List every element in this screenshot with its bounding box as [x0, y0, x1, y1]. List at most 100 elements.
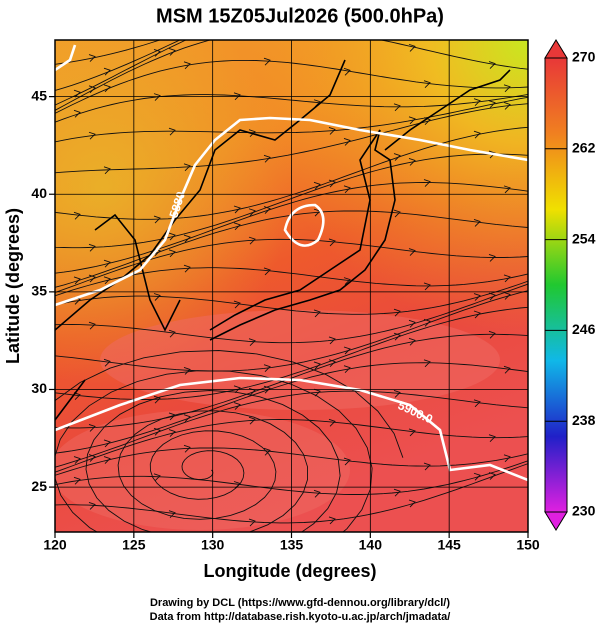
streamline-arrow — [233, 300, 241, 309]
streamline — [55, 40, 181, 91]
streamline-arrow — [393, 488, 401, 497]
streamline-arrow — [233, 385, 241, 394]
map-area: 5880 5900.0 — [55, 0, 528, 532]
streamline-arrow — [73, 456, 81, 464]
streamline-arrow — [423, 462, 431, 471]
streamline-arrow — [88, 131, 96, 140]
streamline-arrow — [408, 499, 416, 508]
streamline-arrow — [343, 365, 351, 374]
streamline-arrow — [328, 238, 336, 247]
streamline-arrow — [473, 310, 481, 319]
streamline — [55, 447, 528, 476]
streamline — [55, 390, 528, 468]
colorbar-extend — [544, 511, 568, 531]
streamline — [55, 40, 528, 111]
streamline — [55, 280, 528, 315]
streamline-arrow — [473, 399, 481, 408]
streamline — [55, 283, 528, 344]
streamline-arrow — [263, 206, 271, 214]
streamline-arrow — [88, 423, 96, 432]
streamline-arrow — [233, 92, 241, 101]
x-tick-label: 120 — [43, 537, 67, 553]
streamline-arrow — [329, 29, 335, 36]
streamline-arrow — [343, 67, 351, 76]
streamline-arrow — [343, 346, 351, 355]
streamline — [55, 463, 528, 524]
streamline-arrow — [408, 337, 416, 346]
streamline-arrow — [103, 456, 111, 464]
streamline-arrow — [504, 0, 510, 2]
contour-line — [55, 44, 528, 482]
streamline-arrow — [73, 211, 81, 220]
streamline-arrow — [88, 454, 96, 462]
streamline-arrow — [343, 137, 351, 146]
streamline-arrow — [183, 367, 191, 375]
colorbar-extend — [544, 39, 568, 59]
streamline-arrow — [103, 439, 111, 448]
streamline — [55, 126, 528, 220]
streamline-arrow — [488, 61, 496, 69]
streamline-arrow — [103, 358, 111, 367]
y-tick-label: 35 — [31, 283, 47, 299]
x-tick-label: 140 — [359, 537, 383, 553]
streamline — [55, 362, 528, 454]
streamline-arrow — [73, 109, 81, 118]
streamline-arrow — [503, 292, 511, 300]
streamline-arrow — [423, 179, 431, 187]
streamline-arrow — [423, 359, 431, 368]
x-axis-label: Longitude (degrees) — [203, 561, 376, 581]
streamline — [55, 306, 528, 400]
streamline-arrow — [343, 185, 351, 194]
colorbar-tick-label: 246 — [572, 321, 596, 337]
streamline-arrow — [233, 222, 241, 231]
streamline-arrow — [264, 0, 270, 5]
streamline-arrow — [88, 85, 96, 94]
streamline-arrow — [153, 473, 161, 482]
streamline-arrow — [488, 330, 496, 339]
streamline-arrow — [184, 32, 190, 39]
x-tick-label: 145 — [437, 537, 461, 553]
streamline-arrow — [408, 319, 416, 328]
streamline-arrow — [263, 57, 271, 66]
streamline-arrow — [248, 208, 256, 217]
temperature-field — [55, 410, 350, 530]
credit: Data from http://database.rish.kyoto-u.a… — [150, 611, 451, 623]
streamline-arrow — [328, 418, 336, 427]
streamline-arrow — [183, 414, 191, 423]
streamline-arrow — [313, 361, 321, 370]
streamline-arrow — [248, 236, 256, 245]
streamline — [55, 103, 528, 174]
y-axis-label: Latitude (degrees) — [3, 208, 23, 364]
streamline-arrow — [153, 293, 161, 301]
streamline-arrow — [423, 282, 431, 291]
streamline-arrow — [153, 93, 161, 101]
streamline-arrow — [393, 153, 401, 161]
streamline-arrow — [473, 98, 481, 107]
credit: Drawing by DCL (https://www.gfd-dennou.o… — [150, 597, 450, 609]
streamline-arrow — [168, 127, 176, 136]
streamline-arrow — [248, 387, 256, 396]
streamline-arrow — [73, 476, 81, 485]
streamline-arrow — [393, 332, 401, 341]
streamline-arrow — [88, 502, 96, 510]
streamline — [55, 93, 528, 123]
streamline-arrow — [169, 32, 175, 39]
streamline-arrow — [393, 389, 401, 398]
streamline-arrow — [103, 259, 111, 268]
streamline-arrow — [343, 457, 351, 466]
streamline-arrow — [103, 67, 111, 76]
streamline-arrow — [168, 249, 176, 258]
streamline-arrow — [408, 158, 416, 166]
streamline-arrow — [183, 61, 191, 70]
streamline-arrow — [249, 28, 255, 35]
streamline-arrow — [423, 318, 431, 327]
streamline-arrow — [168, 329, 176, 338]
streamline-arrow — [153, 215, 161, 224]
streamline-arrow — [233, 402, 241, 410]
streamline — [55, 40, 528, 106]
streamline-arrow — [488, 434, 496, 443]
streamline-arrow — [153, 395, 161, 404]
streamline-arrow — [473, 219, 481, 227]
streamline-arrow — [328, 516, 336, 525]
streamline-arrow — [474, 24, 480, 31]
